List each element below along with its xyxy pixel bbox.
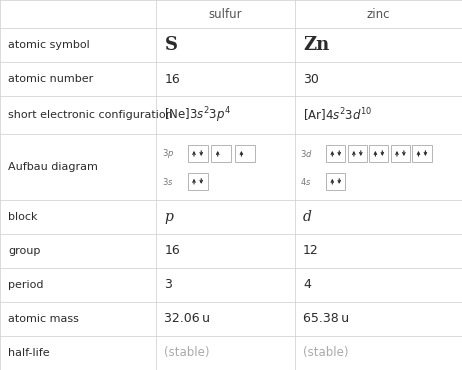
Text: half-life: half-life <box>8 348 50 358</box>
Text: sulfur: sulfur <box>209 8 242 21</box>
Text: S: S <box>164 36 177 54</box>
Text: d: d <box>303 210 312 224</box>
Text: (stable): (stable) <box>164 346 210 360</box>
Text: atomic symbol: atomic symbol <box>8 40 90 50</box>
Text: zinc: zinc <box>367 8 390 21</box>
Bar <box>326 145 346 162</box>
Text: atomic mass: atomic mass <box>8 314 79 324</box>
Text: $3p$: $3p$ <box>162 147 174 160</box>
Bar <box>188 173 207 190</box>
Text: $3s$: $3s$ <box>162 176 173 187</box>
Bar <box>369 145 389 162</box>
Bar <box>348 145 367 162</box>
Bar <box>188 145 207 162</box>
Bar <box>235 145 255 162</box>
Bar <box>211 145 231 162</box>
Text: block: block <box>8 212 38 222</box>
Text: 32.06 u: 32.06 u <box>164 313 211 326</box>
Text: Aufbau diagram: Aufbau diagram <box>8 162 98 172</box>
Text: atomic number: atomic number <box>8 74 94 84</box>
Bar <box>413 145 432 162</box>
Text: 16: 16 <box>164 73 180 86</box>
Text: 4: 4 <box>303 279 311 292</box>
Text: Zn: Zn <box>303 36 329 54</box>
Text: period: period <box>8 280 44 290</box>
Text: $\mathrm{[Ne]3\mathit{s}^23\mathit{p}^4}$: $\mathrm{[Ne]3\mathit{s}^23\mathit{p}^4}… <box>164 105 231 125</box>
Text: 16: 16 <box>164 245 180 258</box>
Text: $3d$: $3d$ <box>300 148 313 159</box>
Bar <box>391 145 410 162</box>
Text: 12: 12 <box>303 245 319 258</box>
Text: $4s$: $4s$ <box>300 176 312 187</box>
Bar <box>326 173 346 190</box>
Text: 65.38 u: 65.38 u <box>303 313 349 326</box>
Text: (stable): (stable) <box>303 346 348 360</box>
Text: short electronic configuration: short electronic configuration <box>8 110 173 120</box>
Text: 30: 30 <box>303 73 319 86</box>
Text: group: group <box>8 246 41 256</box>
Text: $\mathrm{[Ar]4\mathit{s}^23\mathit{d}^{10}}$: $\mathrm{[Ar]4\mathit{s}^23\mathit{d}^{1… <box>303 106 373 124</box>
Text: 3: 3 <box>164 279 172 292</box>
Text: p: p <box>164 210 173 224</box>
